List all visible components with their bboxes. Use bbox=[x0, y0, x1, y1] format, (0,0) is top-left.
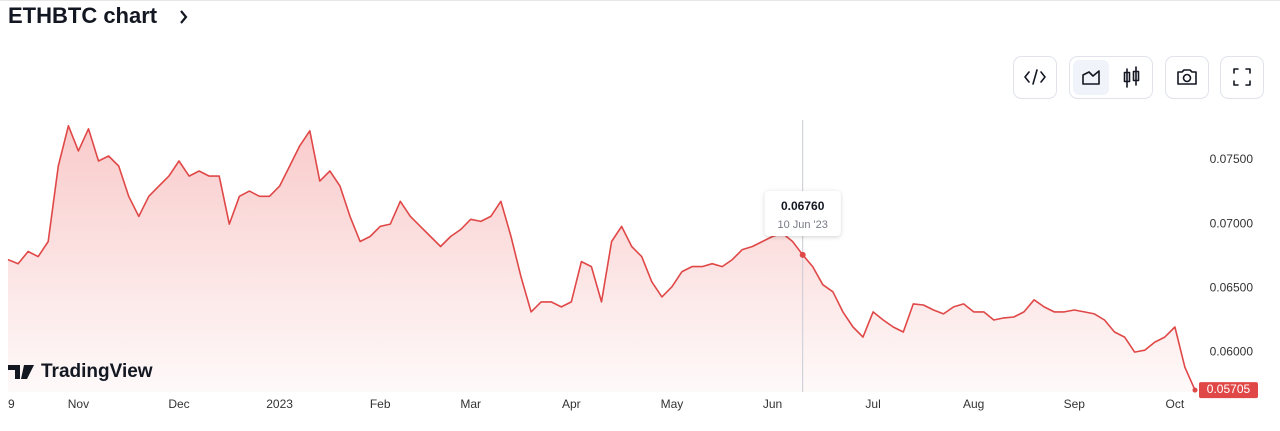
fullscreen-button[interactable] bbox=[1220, 56, 1264, 99]
x-tick-label: 2023 bbox=[266, 397, 293, 411]
x-tick-label: 9 bbox=[8, 397, 15, 411]
title-chevron[interactable] bbox=[180, 10, 188, 24]
snapshot-button[interactable] bbox=[1165, 56, 1209, 99]
x-tick-label: Dec bbox=[168, 397, 189, 411]
candle-button[interactable] bbox=[1123, 66, 1140, 88]
x-tick-label: Aug bbox=[963, 397, 984, 411]
area-icon bbox=[1082, 70, 1100, 85]
y-tick-label: 0.07500 bbox=[1210, 152, 1254, 166]
camera-icon bbox=[1177, 69, 1197, 85]
watermark-text: TradingView bbox=[41, 361, 153, 382]
tooltip-date: 10 Jun '23 bbox=[777, 219, 827, 231]
x-tick-label: Jun bbox=[763, 397, 782, 411]
area-button[interactable] bbox=[1073, 60, 1109, 95]
x-tick-label: May bbox=[661, 397, 684, 411]
camera-lens-icon bbox=[1182, 73, 1192, 83]
hover-dot bbox=[799, 251, 806, 258]
last-dot bbox=[1192, 387, 1198, 393]
toolbar bbox=[1013, 56, 1264, 99]
price-line bbox=[7, 125, 1196, 391]
x-tick-label: Sep bbox=[1064, 397, 1086, 411]
last-value-label: 0.05705 bbox=[1207, 382, 1251, 396]
x-tick-label: Mar bbox=[460, 397, 481, 411]
fullscreen-icon bbox=[1233, 68, 1251, 86]
last-value-badge bbox=[1199, 382, 1258, 399]
tooltip-box bbox=[764, 191, 841, 236]
x-tick-label: Apr bbox=[562, 397, 581, 411]
y-tick-label: 0.06000 bbox=[1210, 344, 1254, 358]
embed-icon bbox=[1024, 69, 1046, 85]
x-tick-label: Nov bbox=[68, 397, 89, 411]
x-tick-label: Jul bbox=[865, 397, 880, 411]
tooltip-value: 0.06760 bbox=[781, 199, 825, 213]
watermark-logo bbox=[8, 365, 34, 379]
page-title[interactable]: ETHBTC chart bbox=[8, 3, 158, 28]
plot-area: 0.06000 0.06500 0.07000 0.07500 9 Nov Dec 2023 F… bbox=[7, 120, 1258, 411]
candle-body-icon bbox=[1132, 70, 1140, 82]
area-fill bbox=[8, 125, 1195, 393]
candle-body-icon bbox=[1123, 71, 1131, 83]
watermark: TradingView bbox=[8, 361, 153, 382]
x-tick-label: Feb bbox=[370, 397, 391, 411]
y-tick-label: 0.07000 bbox=[1210, 216, 1254, 230]
y-tick-label: 0.06500 bbox=[1210, 280, 1254, 294]
x-tick-label: Oct bbox=[1166, 397, 1185, 411]
